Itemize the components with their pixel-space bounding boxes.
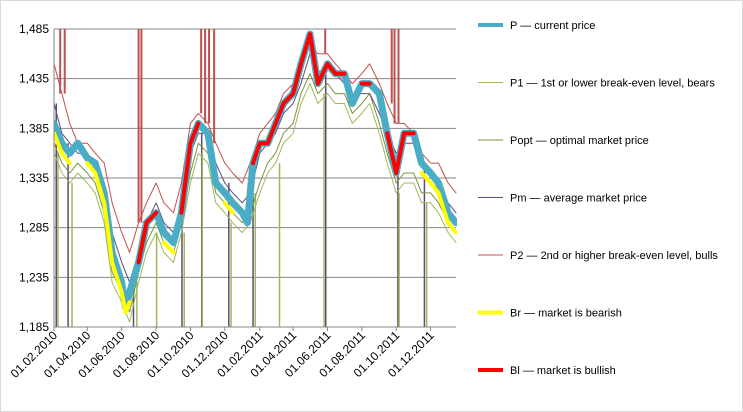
y-tick-label: 1,435 <box>19 72 49 86</box>
series-bl-line <box>136 32 416 265</box>
legend-label-popt: Popt — optimal market price <box>510 135 649 147</box>
series-p1-line <box>54 83 457 323</box>
axes <box>53 29 456 331</box>
legend: P — current price P1 — 1st or lower break… <box>478 20 718 377</box>
y-tick-label: 1,285 <box>19 221 49 235</box>
y-tick-label: 1,235 <box>19 270 49 284</box>
series-br-line <box>54 131 457 315</box>
legend-label-br: Br — market is bearish <box>510 308 622 320</box>
legend-label-pm: Pm — average market price <box>510 193 647 205</box>
legend-label-p: P — current price <box>510 20 595 32</box>
legend-label-p1: P1 — 1st or lower break-even level, bear… <box>510 78 715 90</box>
y-tick-label: 1,185 <box>19 320 49 334</box>
series-p-line <box>54 30 457 311</box>
y-tick-label: 1,335 <box>19 171 49 185</box>
legend-label-p2: P2 — 2nd or higher break-even level, bul… <box>510 250 718 262</box>
y-tick-label: 1,485 <box>19 22 49 36</box>
y-tick-label: 1,385 <box>19 121 49 135</box>
plot-area <box>54 29 457 327</box>
legend-label-bl: Bl — market is bullish <box>510 365 616 377</box>
y-axis-labels: 1,485 1,435 1,385 1,335 1,285 1,235 1,185 <box>19 22 49 334</box>
